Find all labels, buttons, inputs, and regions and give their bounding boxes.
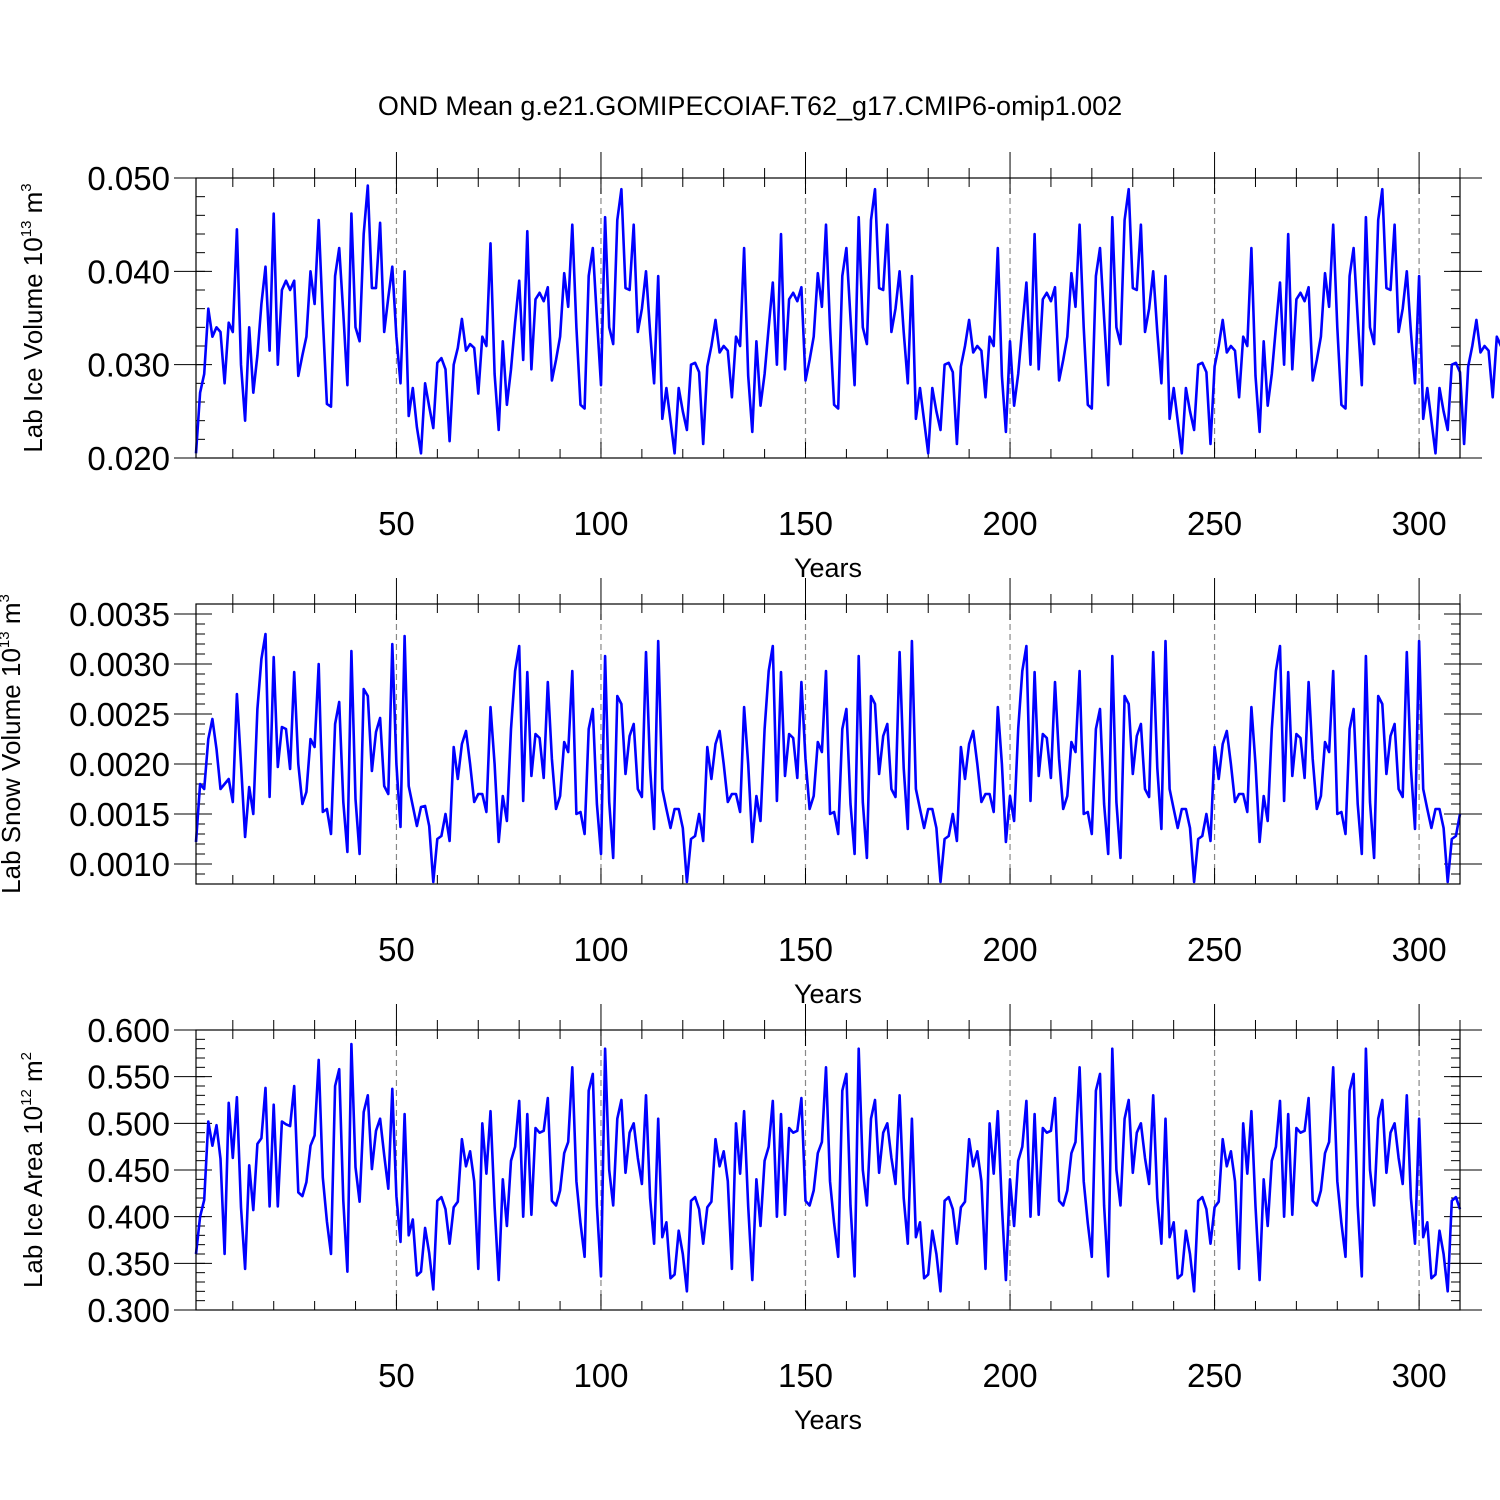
snow-volume-y-label: Lab Snow Volume 1013 m3: [0, 594, 26, 894]
ice-volume-x-tick-label: 250: [1187, 505, 1242, 542]
snow-volume-ylabel-unit-exp: 3: [0, 594, 13, 602]
snow-volume-series-line: [194, 632, 1462, 884]
figure-title: OND Mean g.e21.GOMIPECOIAF.T62_g17.CMIP6…: [378, 91, 1122, 121]
ice-area-y-label: Lab Ice Area 1012 m2: [18, 1052, 48, 1288]
snow-volume-x-tick-label: 250: [1187, 931, 1242, 968]
panel-ice-volume: Lab Ice Volume 1013 m3 0.020 0.030 0.040 0.…: [18, 152, 1500, 583]
svg-text:Lab Ice Area 1012 m2: Lab Ice Area 1012 m2: [18, 1052, 48, 1288]
ice-volume-x-tick-label: 50: [378, 505, 415, 542]
snow-volume-x-label: Years: [794, 979, 862, 1009]
ice-volume-x-tick-label: 200: [983, 505, 1038, 542]
ice-volume-y-label: Lab Ice Volume 1013 m3: [18, 183, 48, 452]
snow-volume-ylabel-unit: m: [0, 603, 26, 632]
ice-volume-ylabel-exp: 13: [18, 221, 35, 238]
ice-area-ylabel-base: Lab Ice Area 10: [18, 1106, 48, 1288]
ice-volume-plot-frame: [195, 177, 1461, 459]
ice-area-plot-frame: [195, 1029, 1461, 1311]
ice-volume-x-tick-label: 300: [1392, 505, 1447, 542]
snow-volume-x-tick-label: 50: [378, 931, 415, 968]
ice-area-ylabel-exp: 12: [18, 1089, 35, 1106]
ice-area-x-tick-label: 250: [1187, 1357, 1242, 1394]
ice-volume-y-tick-label: 0.030: [87, 347, 170, 384]
snow-volume-x-tick-label: 100: [573, 931, 628, 968]
snow-volume-y-tick-label: 0.0010: [69, 846, 170, 883]
ice-volume-ylabel-unit-exp: 3: [18, 183, 35, 191]
ice-area-x-tick-label: 150: [778, 1357, 833, 1394]
ice-area-x-tick-label: 100: [573, 1357, 628, 1394]
snow-volume-y-tick-label: 0.0025: [69, 696, 170, 733]
snow-volume-y-tick-label: 0.0020: [69, 746, 170, 783]
ice-volume-ylabel-unit: m: [18, 192, 48, 221]
ice-volume-y-tick-label: 0.020: [87, 440, 170, 477]
ice-area-y-tick-label: 0.550: [87, 1059, 170, 1096]
svg-text:Lab Ice Volume 1013 m3: Lab Ice Volume 1013 m3: [18, 183, 48, 452]
ice-area-y-tick-label: 0.300: [87, 1292, 170, 1329]
ice-area-y-tick-label: 0.400: [87, 1199, 170, 1236]
ice-area-x-label: Years: [794, 1405, 862, 1435]
ice-volume-y-tick-label: 0.040: [87, 253, 170, 290]
snow-volume-y-tick-label: 0.0015: [69, 796, 170, 833]
snow-volume-y-tick-label: 0.0030: [69, 646, 170, 683]
ice-area-x-tick-label: 200: [983, 1357, 1038, 1394]
snow-volume-plot-frame: [195, 603, 1461, 885]
ice-area-x-tick-label: 300: [1392, 1357, 1447, 1394]
ice-volume-y-tick-label: 0.050: [87, 160, 170, 197]
snow-volume-x-tick-label: 150: [778, 931, 833, 968]
ice-volume-x-tick-label: 100: [573, 505, 628, 542]
ice-area-ylabel-unit: m: [18, 1060, 48, 1089]
ice-area-y-tick-label: 0.500: [87, 1105, 170, 1142]
ice-area-ylabel-unit-exp: 2: [18, 1052, 35, 1060]
ice-area-x-tick-label: 50: [378, 1357, 415, 1394]
snow-volume-x-tick-label: 300: [1392, 931, 1447, 968]
ice-area-y-tick-label: 0.450: [87, 1152, 170, 1189]
ice-volume-x-label: Years: [794, 553, 862, 583]
ice-area-y-tick-label: 0.600: [87, 1012, 170, 1049]
snow-volume-x-tick-label: 200: [983, 931, 1038, 968]
panel-snow-volume: Lab Snow Volume 1013 m3 0.0010 0.0015 0.00…: [0, 578, 1482, 1009]
ice-volume-series-line: [194, 184, 1500, 455]
ice-area-y-tick-label: 0.350: [87, 1245, 170, 1282]
snow-volume-y-tick-label: 0.0035: [69, 596, 170, 633]
snow-volume-ylabel-base: Lab Snow Volume 10: [0, 648, 26, 894]
ice-volume-x-tick-label: 150: [778, 505, 833, 542]
ice-area-series-line: [194, 1042, 1462, 1293]
panel-ice-area: Lab Ice Area 1012 m2 0.300 0.350 0.400 0.45…: [18, 1004, 1482, 1435]
svg-text:Lab Snow Volume 1013 m3: Lab Snow Volume 1013 m3: [0, 594, 26, 894]
snow-volume-ylabel-exp: 13: [0, 631, 13, 648]
ice-volume-ylabel-base: Lab Ice Volume 10: [18, 237, 48, 452]
